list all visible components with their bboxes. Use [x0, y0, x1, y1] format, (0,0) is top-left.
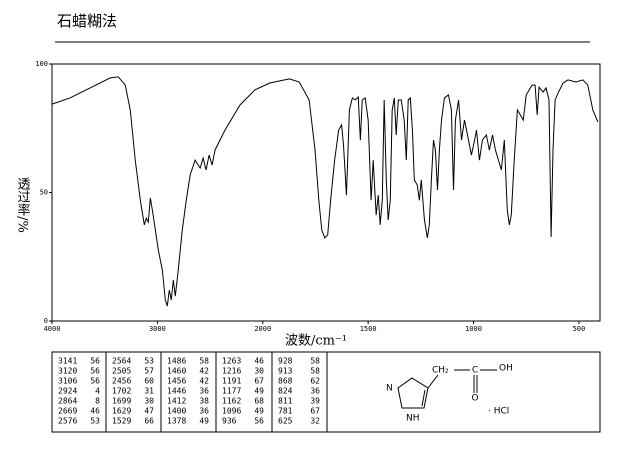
- structure-label: N: [386, 384, 393, 394]
- structure-label: · HCl: [488, 407, 509, 417]
- table-dividers: [105, 352, 328, 432]
- peak-transmittance: 49: [254, 387, 264, 396]
- peak-wavenumber: 1529: [112, 417, 131, 426]
- peak-wavenumber: 1460: [167, 367, 186, 376]
- peak-wavenumber: 2564: [112, 357, 131, 366]
- spectrum-line: [51, 76, 599, 307]
- peak-wavenumber: 2924: [58, 387, 77, 396]
- peak-wavenumber: 2864: [58, 397, 77, 406]
- peak-wavenumber: 1486: [167, 357, 186, 366]
- peak-transmittance: 60: [144, 377, 154, 386]
- peak-transmittance: 66: [144, 417, 154, 426]
- peak-transmittance: 46: [90, 407, 100, 416]
- structure-bonds: [397, 369, 497, 409]
- peak-transmittance: 58: [310, 357, 320, 366]
- peak-wavenumber: 1162: [222, 397, 241, 406]
- peak-transmittance: 68: [254, 397, 264, 406]
- peak-wavenumber: 1412: [167, 397, 186, 406]
- peak-transmittance: 58: [199, 357, 209, 366]
- peak-transmittance: 53: [144, 357, 154, 366]
- peak-transmittance: 57: [144, 367, 154, 376]
- peak-wavenumber: 1702: [112, 387, 131, 396]
- page-title: 石蜡糊法: [57, 12, 117, 30]
- y-tick-label: 0: [44, 317, 48, 325]
- peak-transmittance: 62: [310, 377, 320, 386]
- x-tick-label: 1500: [360, 325, 377, 333]
- table-frame: [51, 351, 601, 433]
- peak-transmittance: 49: [199, 417, 209, 426]
- peak-wavenumber: 1699: [112, 397, 131, 406]
- peak-wavenumber: 868: [278, 377, 293, 386]
- peak-transmittance: 4: [95, 387, 100, 396]
- structure-label: C: [472, 366, 478, 376]
- peak-wavenumber: 1400: [167, 407, 186, 416]
- peak-wavenumber: 1216: [222, 367, 241, 376]
- peak-transmittance: 38: [199, 397, 209, 406]
- peak-wavenumber: 1456: [167, 377, 186, 386]
- structure-label: CH₂: [432, 366, 449, 376]
- x-tick-label: 1000: [465, 325, 482, 333]
- peak-wavenumber: 1629: [112, 407, 131, 416]
- peak-transmittance: 30: [144, 397, 154, 406]
- peak-transmittance: 53: [90, 417, 100, 426]
- peak-wavenumber: 625: [278, 417, 293, 426]
- peak-wavenumber: 1096: [222, 407, 241, 416]
- x-tick-label: 4000: [44, 325, 61, 333]
- peak-transmittance: 67: [310, 407, 320, 416]
- peak-wavenumber: 1378: [167, 417, 186, 426]
- structure-label: NH: [406, 414, 420, 424]
- peak-transmittance: 42: [199, 377, 209, 386]
- peak-transmittance: 31: [144, 387, 154, 396]
- peak-wavenumber: 913: [278, 367, 293, 376]
- peak-wavenumber: 936: [222, 417, 237, 426]
- peak-transmittance: 36: [199, 407, 209, 416]
- peak-wavenumber: 2669: [58, 407, 77, 416]
- peak-wavenumber: 928: [278, 357, 293, 366]
- peak-wavenumber: 2456: [112, 377, 131, 386]
- peak-transmittance: 56: [90, 367, 100, 376]
- peak-transmittance: 39: [310, 397, 320, 406]
- x-tick-label: 3000: [149, 325, 166, 333]
- structure-label: O: [471, 394, 478, 404]
- x-axis-label: 波数/cm⁻¹: [285, 334, 347, 349]
- y-axis-label: 透过率/%: [15, 177, 31, 233]
- peak-wavenumber: 811: [278, 397, 293, 406]
- peak-transmittance: 32: [310, 417, 320, 426]
- structure-label: OH: [499, 364, 513, 374]
- peak-wavenumber: 1446: [167, 387, 186, 396]
- y-tick-label: 50: [40, 189, 48, 197]
- peak-wavenumber: 3120: [58, 367, 77, 376]
- peak-transmittance: 49: [254, 407, 264, 416]
- peak-wavenumber: 1263: [222, 357, 241, 366]
- peak-transmittance: 67: [254, 377, 264, 386]
- peak-wavenumber: 1177: [222, 387, 241, 396]
- peak-wavenumber: 3141: [58, 357, 77, 366]
- peak-wavenumber: 2576: [58, 417, 77, 426]
- plot-frame: [51, 63, 601, 322]
- x-tick-label: 500: [573, 325, 586, 333]
- peak-transmittance: 46: [254, 357, 264, 366]
- peak-transmittance: 47: [144, 407, 154, 416]
- peak-transmittance: 36: [310, 387, 320, 396]
- peak-wavenumber: 3106: [58, 377, 77, 386]
- x-tick-label: 2000: [254, 325, 271, 333]
- peak-transmittance: 56: [90, 377, 100, 386]
- peak-wavenumber: 781: [278, 407, 293, 416]
- peak-transmittance: 56: [254, 417, 264, 426]
- peak-wavenumber: 1191: [222, 377, 241, 386]
- peak-transmittance: 8: [95, 397, 100, 406]
- peak-transmittance: 30: [254, 367, 264, 376]
- y-tick-label: 100: [35, 60, 48, 68]
- peak-transmittance: 42: [199, 367, 209, 376]
- peak-transmittance: 56: [90, 357, 100, 366]
- peak-wavenumber: 2505: [112, 367, 131, 376]
- peak-wavenumber: 824: [278, 387, 293, 396]
- peak-transmittance: 58: [310, 367, 320, 376]
- peak-transmittance: 36: [199, 387, 209, 396]
